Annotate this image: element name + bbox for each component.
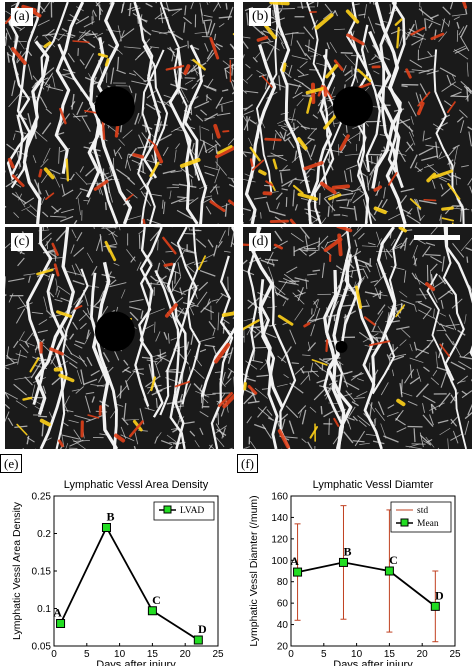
x-tick-label: 25 (212, 649, 224, 660)
legend-entry-series: Mean (417, 519, 439, 529)
injury-site (335, 340, 348, 353)
x-tick-label: 20 (417, 649, 429, 660)
legend: LVAD (153, 501, 215, 521)
lymphatic-overlay (249, 2, 468, 224)
data-point (193, 635, 203, 645)
legend: std Mean (390, 501, 452, 533)
legend-entry-std: std (417, 506, 428, 516)
y-axis-label: Lymphatic Vessl Diamter (/mum) (248, 495, 260, 646)
point-label: B (106, 510, 114, 524)
x-tick-label: 25 (449, 649, 461, 660)
chart-label-e: (e) (0, 454, 23, 473)
y-tick-label: 40 (277, 620, 289, 631)
y-axis-label: Lymphatic Vessl Area Density (11, 501, 23, 640)
x-tick-label: 15 (147, 649, 159, 660)
micrograph-b-image (243, 2, 472, 224)
data-point (384, 566, 394, 576)
plot-frame (53, 495, 219, 647)
data-point (147, 606, 157, 616)
y-tick-label: 0.25 (32, 492, 52, 503)
legend-swatch-series (400, 518, 409, 527)
lymphatic-overlay (5, 4, 234, 224)
data-point (293, 567, 303, 577)
legend-swatch-series (163, 505, 172, 514)
y-tick-label: 0.05 (32, 642, 52, 653)
y-tick-label: 0.1 (37, 604, 51, 615)
micrograph-d: (d) (243, 227, 472, 449)
injury-site (94, 86, 135, 127)
micrograph-c-image (5, 227, 234, 449)
axes: Lymphatic Vessl Area Density Days after i… (11, 479, 224, 666)
x-tick-label: 10 (351, 649, 363, 660)
point-label: A (53, 606, 62, 620)
chart-title: Lymphatic Vessl Area Density (64, 479, 209, 491)
x-tick-label: 5 (84, 649, 90, 660)
series-line (297, 561, 436, 608)
chart-f: Lymphatic Vessl Diamter Days after injury… (237, 454, 474, 666)
micrograph-a-image (5, 2, 234, 224)
legend-entry-series: LVAD (180, 506, 204, 516)
micrograph-d-image (243, 227, 472, 449)
x-axis-label: Days after injury (333, 659, 413, 666)
data-point (56, 619, 66, 628)
x-tick-label: 0 (51, 649, 57, 660)
injury-site (332, 86, 373, 127)
x-tick-label: 10 (114, 649, 126, 660)
y-tick-label: 0.15 (32, 567, 52, 578)
point-label: B (343, 544, 351, 558)
micrograph-a: (a) (5, 2, 234, 224)
chart-f-svg: Lymphatic Vessl Diamter Days after injury… (248, 479, 461, 666)
scale-bar (414, 235, 460, 240)
x-tick-label: 5 (321, 649, 327, 660)
vessel-network (243, 227, 472, 449)
data-point (101, 523, 111, 532)
point-label: D (435, 588, 444, 602)
chart-label-f: (f) (237, 454, 258, 473)
y-tick-label: 20 (277, 642, 289, 653)
data-point (338, 557, 348, 567)
y-tick-label: 140 (271, 513, 288, 524)
y-tick-label: 100 (271, 556, 288, 567)
panel-label-c: (c) (11, 233, 33, 251)
panel-label-b: (b) (249, 8, 272, 26)
chart-title: Lymphatic Vessl Diamter (313, 479, 434, 491)
chart-e: Lymphatic Vessl Area Density Days after i… (0, 454, 237, 666)
x-tick-label: 15 (384, 649, 396, 660)
x-tick-label: 0 (288, 649, 294, 660)
y-tick-label: 0.2 (37, 529, 51, 540)
panel-label-a: (a) (11, 8, 33, 26)
panel-label-d: (d) (249, 233, 272, 251)
point-label: C (152, 593, 161, 607)
data-point (430, 601, 440, 611)
y-tick-label: 60 (277, 599, 289, 610)
micrograph-c: (c) (5, 227, 234, 449)
chart-e-svg: Lymphatic Vessl Area Density Days after i… (11, 479, 224, 666)
injury-site (94, 311, 135, 352)
point-label: D (198, 622, 207, 636)
x-axis-label: Days after injury (96, 659, 176, 666)
y-tick-label: 80 (277, 577, 289, 588)
y-tick-label: 120 (271, 534, 288, 545)
micrograph-b: (b) (243, 2, 472, 224)
series-line (59, 525, 199, 641)
y-tick-label: 160 (271, 492, 288, 503)
lymphatic-overlay (16, 236, 234, 448)
point-label: A (290, 554, 299, 568)
lymphatic-overlay (243, 227, 451, 449)
x-tick-label: 20 (180, 649, 192, 660)
point-label: C (389, 553, 398, 567)
